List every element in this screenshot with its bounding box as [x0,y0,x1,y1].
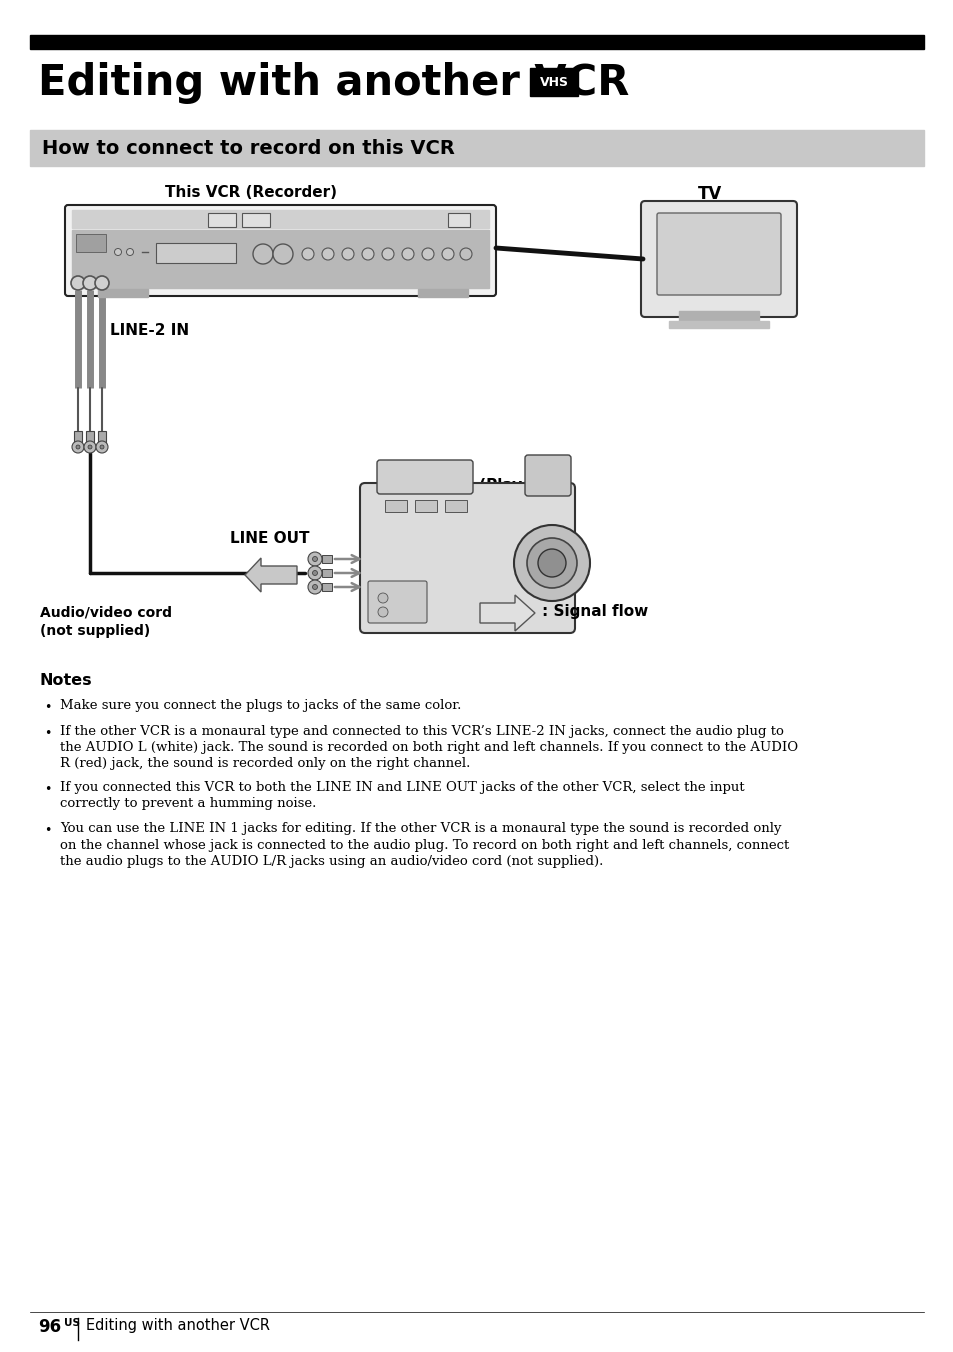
Circle shape [377,594,388,603]
Bar [415,500,436,512]
Text: Audio/video cord
(not supplied): Audio/video cord (not supplied) [40,604,172,638]
FancyBboxPatch shape [359,483,575,633]
Bar [98,431,106,443]
Circle shape [308,552,322,566]
Bar [448,214,470,227]
Bar [30,35,923,49]
Polygon shape [245,558,296,592]
Bar [98,289,148,297]
Circle shape [308,580,322,594]
Circle shape [526,538,577,588]
Circle shape [537,549,565,577]
Circle shape [100,445,104,449]
Text: TV: TV [698,185,721,203]
Bar [30,130,923,166]
FancyBboxPatch shape [368,581,427,623]
Bar [74,431,82,443]
Bar [322,583,332,591]
Bar [322,569,332,577]
Text: Notes: Notes [40,673,92,688]
Circle shape [401,247,414,260]
Bar [208,214,235,227]
Text: •: • [44,823,51,837]
Text: You can use the LINE IN 1 jacks for editing. If the other VCR is a monaural type: You can use the LINE IN 1 jacks for edit… [60,822,788,868]
Text: 96: 96 [38,1318,61,1336]
Text: Editing with another VCR: Editing with another VCR [38,62,629,104]
Circle shape [71,441,84,453]
Bar [417,289,468,297]
Circle shape [84,441,96,453]
Bar [76,234,106,251]
Circle shape [514,525,589,602]
Text: •: • [44,783,51,796]
Bar [668,320,768,329]
Circle shape [459,247,472,260]
Circle shape [95,276,109,289]
Circle shape [421,247,434,260]
Bar [444,500,467,512]
Bar [385,500,407,512]
Circle shape [127,249,133,256]
Circle shape [83,276,97,289]
Circle shape [76,445,80,449]
FancyBboxPatch shape [524,456,571,496]
Text: •: • [44,726,51,740]
Polygon shape [479,595,535,631]
Circle shape [308,566,322,580]
Text: Editing with another VCR: Editing with another VCR [86,1318,270,1333]
Circle shape [71,276,85,289]
Text: Other VCR (Player): Other VCR (Player) [385,479,546,493]
Circle shape [322,247,334,260]
Circle shape [313,571,317,576]
Text: How to connect to record on this VCR: How to connect to record on this VCR [42,139,455,158]
Text: VHS: VHS [539,76,568,88]
Text: : Signal flow: : Signal flow [541,604,648,619]
Bar [322,556,332,562]
Bar [71,210,489,228]
Circle shape [96,441,108,453]
Text: US: US [64,1318,80,1328]
FancyBboxPatch shape [376,460,473,493]
Text: •: • [44,700,51,714]
FancyBboxPatch shape [65,206,496,296]
Circle shape [361,247,374,260]
Text: If the other VCR is a monaural type and connected to this VCR’s LINE-2 IN jacks,: If the other VCR is a monaural type and … [60,725,798,771]
Circle shape [253,243,273,264]
Bar [156,243,235,264]
Circle shape [273,243,293,264]
Circle shape [313,584,317,589]
Text: LINE-2 IN: LINE-2 IN [110,323,189,338]
Circle shape [302,247,314,260]
Circle shape [341,247,354,260]
Bar [679,311,759,320]
Bar [530,68,578,96]
FancyBboxPatch shape [657,214,781,295]
Circle shape [377,607,388,617]
Circle shape [441,247,454,260]
Circle shape [313,557,317,561]
Text: This VCR (Recorder): This VCR (Recorder) [165,185,336,200]
Bar [71,230,489,288]
Circle shape [114,249,121,256]
Circle shape [88,445,91,449]
Text: If you connected this VCR to both the LINE IN and LINE OUT jacks of the other VC: If you connected this VCR to both the LI… [60,781,744,810]
Bar [86,431,94,443]
Circle shape [381,247,394,260]
Text: LINE OUT: LINE OUT [230,531,309,546]
FancyBboxPatch shape [640,201,796,316]
Bar [242,214,270,227]
Text: Make sure you connect the plugs to jacks of the same color.: Make sure you connect the plugs to jacks… [60,699,461,713]
